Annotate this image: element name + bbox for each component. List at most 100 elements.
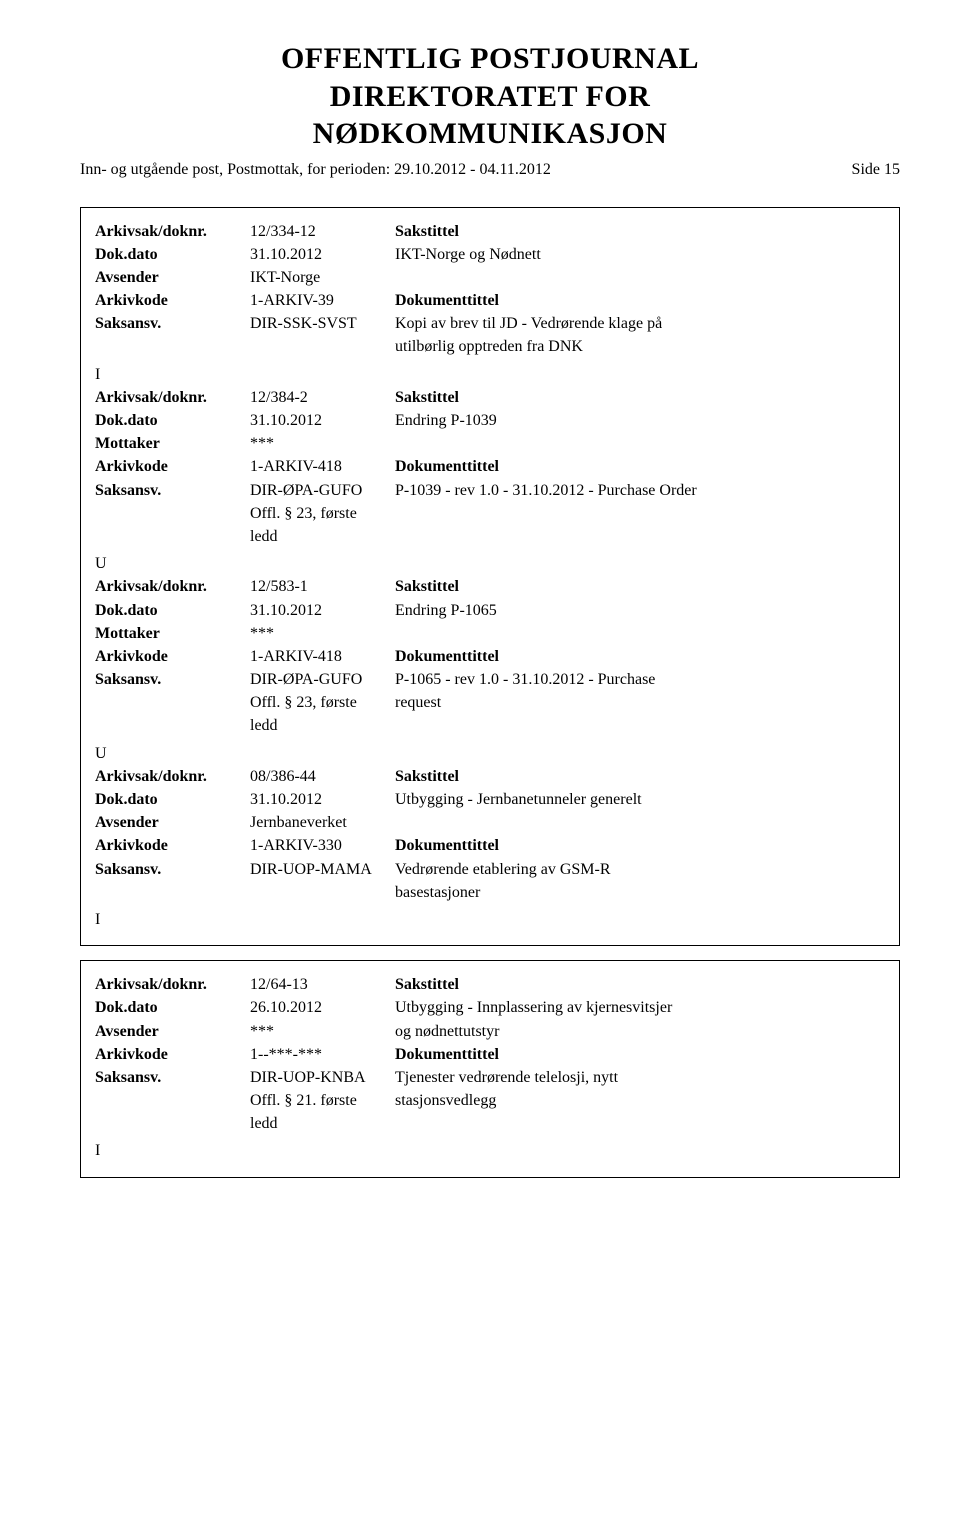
value-saksansv: DIR-ØPA-GUFO: [250, 668, 375, 691]
io-marker: I: [95, 363, 885, 386]
io-marker: U: [95, 552, 885, 575]
title-line-1: OFFENTLIG POSTJOURNAL: [80, 40, 900, 78]
value-arkivkode: 1-ARKIV-418: [250, 645, 375, 668]
entry-box: Arkivsak/doknr.12/64-13 Dok.dato26.10.20…: [80, 960, 900, 1178]
dok-line: Vedrørende etablering av GSM-R: [395, 858, 885, 881]
label-saksansv: Saksansv.: [95, 1066, 250, 1089]
value-arkivkode: 1--***-***: [250, 1043, 375, 1066]
dok-line: Kopi av brev til JD - Vedrørende klage p…: [395, 312, 885, 335]
sakstittel-text: IKT-Norge og Nødnett: [395, 243, 885, 266]
value-arkivsak: 12/583-1: [250, 575, 375, 598]
value-dokdato: 31.10.2012: [250, 599, 375, 622]
dokumenttittel-heading: Dokumenttittel: [395, 837, 499, 854]
label-saksansv: Saksansv.: [95, 312, 250, 335]
right-column: Sakstittel Endring P-1039 Dokumenttittel…: [395, 386, 885, 548]
sakstittel-heading: Sakstittel: [395, 223, 459, 240]
value-party: Jernbaneverket: [250, 811, 375, 834]
sakstittel-heading: Sakstittel: [395, 976, 459, 993]
value-dokdato: 31.10.2012: [250, 788, 375, 811]
dok-line: Tjenester vedrørende telelosji, nytt: [395, 1066, 885, 1089]
blank-line: [395, 622, 885, 645]
sakstittel-text: Utbygging - Innplassering av kjernesvits…: [395, 996, 885, 1019]
label-saksansv: Saksansv.: [95, 479, 250, 502]
dok-line: utilbørlig opptreden fra DNK: [395, 335, 885, 358]
blank-line: [395, 266, 885, 289]
left-column: Arkivsak/doknr.12/334-12 Dok.dato31.10.2…: [95, 220, 375, 359]
sakstittel-text: og nødnettutstyr: [395, 1020, 885, 1043]
label-dokdato: Dok.dato: [95, 788, 250, 811]
value-dokdato: 31.10.2012: [250, 243, 375, 266]
subtitle: Inn- og utgående post, Postmottak, for p…: [80, 161, 551, 179]
sakstittel-text: Utbygging - Jernbanetunneler generelt: [395, 788, 885, 811]
left-column: Arkivsak/doknr.12/64-13 Dok.dato26.10.20…: [95, 973, 375, 1135]
sakstittel-heading: Sakstittel: [395, 389, 459, 406]
value-saksansv: DIR-UOP-KNBA: [250, 1066, 375, 1089]
value-arkivsak: 12/384-2: [250, 386, 375, 409]
value-extra: Offl. § 23, første ledd: [250, 691, 375, 737]
page: OFFENTLIG POSTJOURNAL DIREKTORATET FOR N…: [0, 0, 960, 1232]
left-column: Arkivsak/doknr.08/386-44 Dok.dato31.10.2…: [95, 765, 375, 904]
sakstittel-heading: Sakstittel: [395, 578, 459, 595]
title-line-3: NØDKOMMUNIKASJON: [80, 115, 900, 153]
dok-line: P-1039 - rev 1.0 - 31.10.2012 - Purchase…: [395, 479, 885, 502]
record-group: Arkivsak/doknr.12/384-2 Dok.dato31.10.20…: [95, 386, 885, 548]
label-party: Avsender: [95, 266, 250, 289]
value-arkivsak: 08/386-44: [250, 765, 375, 788]
label-saksansv: Saksansv.: [95, 668, 250, 691]
label-dokdato: Dok.dato: [95, 409, 250, 432]
sakstittel-text: Endring P-1065: [395, 599, 885, 622]
dok-line: request: [395, 691, 885, 714]
label-party: Avsender: [95, 811, 250, 834]
value-extra: Offl. § 21. første ledd: [250, 1089, 375, 1135]
label-arkivkode: Arkivkode: [95, 289, 250, 312]
blank-line: [395, 811, 885, 834]
value-arkivkode: 1-ARKIV-330: [250, 834, 375, 857]
record-group: Arkivsak/doknr.12/64-13 Dok.dato26.10.20…: [95, 973, 885, 1135]
value-party: IKT-Norge: [250, 266, 375, 289]
value-extra: Offl. § 23, første ledd: [250, 502, 375, 548]
value-arkivkode: 1-ARKIV-39: [250, 289, 375, 312]
io-marker: I: [95, 908, 885, 931]
right-column: Sakstittel Utbygging - Jernbanetunneler …: [395, 765, 885, 904]
label-arkivkode: Arkivkode: [95, 645, 250, 668]
blank-line: [395, 432, 885, 455]
label-dokdato: Dok.dato: [95, 599, 250, 622]
subheader-row: Inn- og utgående post, Postmottak, for p…: [80, 161, 900, 179]
label-party: Mottaker: [95, 622, 250, 645]
dokumenttittel-heading: Dokumenttittel: [395, 292, 499, 309]
label-party: Mottaker: [95, 432, 250, 455]
entry-box: Arkivsak/doknr.12/334-12 Dok.dato31.10.2…: [80, 207, 900, 947]
label-arkivsak: Arkivsak/doknr.: [95, 765, 250, 788]
io-marker: U: [95, 742, 885, 765]
blank-label: [95, 1089, 250, 1135]
value-arkivkode: 1-ARKIV-418: [250, 455, 375, 478]
label-saksansv: Saksansv.: [95, 858, 250, 881]
dokumenttittel-heading: Dokumenttittel: [395, 458, 499, 475]
blank-label: [95, 502, 250, 548]
header: OFFENTLIG POSTJOURNAL DIREKTORATET FOR N…: [80, 40, 900, 153]
dokumenttittel-heading: Dokumenttittel: [395, 648, 499, 665]
record-group: Arkivsak/doknr.12/334-12 Dok.dato31.10.2…: [95, 220, 885, 359]
blank-label: [95, 691, 250, 737]
label-dokdato: Dok.dato: [95, 996, 250, 1019]
right-column: Sakstittel IKT-Norge og Nødnett Dokument…: [395, 220, 885, 359]
value-dokdato: 26.10.2012: [250, 996, 375, 1019]
label-arkivkode: Arkivkode: [95, 1043, 250, 1066]
label-arkivsak: Arkivsak/doknr.: [95, 386, 250, 409]
page-number: Side 15: [852, 161, 900, 179]
label-arkivsak: Arkivsak/doknr.: [95, 973, 250, 996]
label-party: Avsender: [95, 1020, 250, 1043]
record-group: Arkivsak/doknr.08/386-44 Dok.dato31.10.2…: [95, 765, 885, 904]
value-party: ***: [250, 432, 375, 455]
right-column: Sakstittel Utbygging - Innplassering av …: [395, 973, 885, 1135]
label-arkivkode: Arkivkode: [95, 455, 250, 478]
label-arkivsak: Arkivsak/doknr.: [95, 575, 250, 598]
dok-line: stasjonsvedlegg: [395, 1089, 885, 1112]
right-column: Sakstittel Endring P-1065 Dokumenttittel…: [395, 575, 885, 737]
title-line-2: DIREKTORATET FOR: [80, 78, 900, 116]
label-arkivkode: Arkivkode: [95, 834, 250, 857]
left-column: Arkivsak/doknr.12/583-1 Dok.dato31.10.20…: [95, 575, 375, 737]
value-saksansv: DIR-ØPA-GUFO: [250, 479, 375, 502]
value-dokdato: 31.10.2012: [250, 409, 375, 432]
sakstittel-text: Endring P-1039: [395, 409, 885, 432]
